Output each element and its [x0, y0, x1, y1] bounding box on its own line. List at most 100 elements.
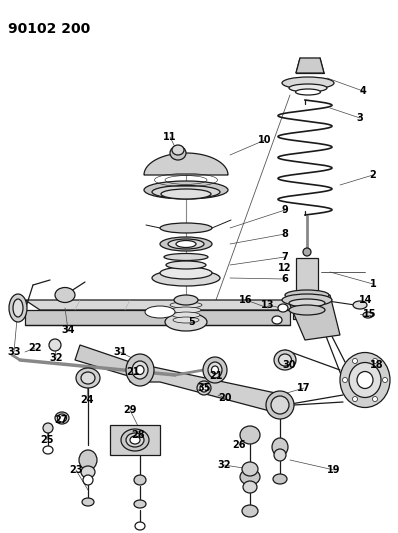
Ellipse shape	[121, 429, 149, 451]
Ellipse shape	[81, 466, 95, 478]
Ellipse shape	[176, 240, 196, 247]
Ellipse shape	[282, 294, 332, 306]
Text: 30: 30	[282, 360, 296, 370]
Ellipse shape	[160, 267, 212, 279]
Text: 7: 7	[282, 252, 289, 262]
Polygon shape	[110, 425, 160, 455]
Ellipse shape	[144, 181, 228, 199]
Ellipse shape	[55, 287, 75, 303]
Text: 21: 21	[126, 367, 140, 377]
Text: 20: 20	[218, 393, 232, 403]
Ellipse shape	[357, 372, 373, 389]
Ellipse shape	[172, 312, 200, 318]
Ellipse shape	[353, 301, 367, 309]
Ellipse shape	[295, 89, 320, 95]
Text: 4: 4	[360, 86, 367, 96]
Ellipse shape	[165, 313, 207, 331]
Ellipse shape	[197, 381, 211, 395]
Ellipse shape	[145, 306, 175, 318]
Ellipse shape	[240, 426, 260, 444]
Ellipse shape	[279, 354, 291, 366]
Text: 16: 16	[239, 295, 253, 305]
Ellipse shape	[49, 339, 61, 351]
Ellipse shape	[274, 350, 296, 370]
Ellipse shape	[173, 317, 199, 323]
Ellipse shape	[152, 185, 220, 198]
Ellipse shape	[278, 304, 288, 312]
Text: 23: 23	[69, 465, 83, 475]
Text: 22: 22	[28, 343, 42, 353]
Text: 24: 24	[80, 395, 94, 405]
Ellipse shape	[43, 446, 53, 454]
Ellipse shape	[126, 433, 144, 447]
Ellipse shape	[303, 248, 311, 256]
Ellipse shape	[135, 522, 145, 530]
Bar	[296, 257, 318, 295]
Ellipse shape	[82, 498, 94, 506]
Text: 10: 10	[258, 135, 272, 145]
Ellipse shape	[13, 299, 23, 317]
Ellipse shape	[373, 397, 377, 401]
Polygon shape	[25, 310, 290, 325]
Ellipse shape	[282, 77, 334, 89]
Text: 13: 13	[261, 300, 275, 310]
Text: 2: 2	[370, 170, 377, 180]
Ellipse shape	[166, 261, 206, 269]
Ellipse shape	[285, 290, 329, 300]
Polygon shape	[296, 58, 324, 73]
Ellipse shape	[200, 384, 208, 392]
Ellipse shape	[132, 361, 148, 379]
Ellipse shape	[43, 423, 53, 433]
Ellipse shape	[164, 254, 208, 261]
Ellipse shape	[134, 500, 146, 508]
Text: 8: 8	[281, 229, 289, 239]
Text: 31: 31	[113, 347, 127, 357]
Ellipse shape	[273, 474, 287, 484]
Ellipse shape	[152, 270, 220, 286]
Text: 27: 27	[54, 415, 68, 425]
Ellipse shape	[343, 377, 347, 383]
Text: 15: 15	[363, 309, 377, 319]
Text: 3: 3	[357, 113, 363, 123]
Ellipse shape	[274, 449, 286, 461]
Text: 17: 17	[297, 383, 311, 393]
Ellipse shape	[134, 475, 146, 485]
Ellipse shape	[243, 481, 257, 493]
Ellipse shape	[203, 357, 227, 383]
Text: 5: 5	[189, 317, 195, 327]
Ellipse shape	[83, 475, 93, 485]
Polygon shape	[75, 345, 135, 378]
Ellipse shape	[211, 366, 219, 374]
Text: 90102 200: 90102 200	[8, 22, 90, 36]
Ellipse shape	[289, 299, 325, 307]
Ellipse shape	[289, 84, 327, 92]
Ellipse shape	[382, 377, 388, 383]
Ellipse shape	[271, 396, 289, 414]
Ellipse shape	[160, 223, 212, 233]
Text: 9: 9	[282, 205, 289, 215]
Text: 28: 28	[131, 430, 145, 440]
Text: 12: 12	[278, 263, 292, 273]
Ellipse shape	[174, 295, 198, 305]
Bar	[293, 301, 321, 319]
Ellipse shape	[349, 362, 381, 398]
Ellipse shape	[160, 237, 212, 251]
Ellipse shape	[272, 438, 288, 456]
Text: 26: 26	[232, 440, 246, 450]
Ellipse shape	[272, 316, 282, 324]
Ellipse shape	[130, 436, 140, 444]
Text: 1: 1	[370, 279, 377, 289]
Polygon shape	[290, 295, 340, 340]
Ellipse shape	[170, 302, 202, 308]
Text: 34: 34	[61, 325, 75, 335]
Text: 32: 32	[217, 460, 231, 470]
Text: 19: 19	[327, 465, 341, 475]
Ellipse shape	[266, 391, 294, 419]
Ellipse shape	[353, 359, 357, 364]
Ellipse shape	[57, 414, 66, 422]
Ellipse shape	[170, 146, 186, 160]
Polygon shape	[130, 362, 285, 415]
Ellipse shape	[81, 372, 95, 384]
Text: 25: 25	[40, 435, 54, 445]
Ellipse shape	[172, 145, 184, 155]
